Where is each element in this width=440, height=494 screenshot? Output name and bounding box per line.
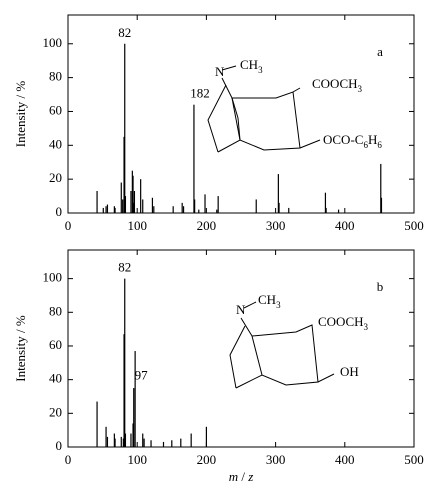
y-tick-label: 0 (56, 204, 63, 219)
structure-label: COOCH3 (312, 76, 363, 94)
structure-label: N (215, 64, 225, 79)
x-tick-label: 100 (127, 218, 147, 233)
x-tick-label: 500 (404, 218, 424, 233)
x-tick-label: 0 (65, 452, 72, 467)
panel-label: b (377, 279, 384, 294)
x-tick-label: 500 (404, 452, 424, 467)
y-tick-label: 60 (49, 102, 62, 117)
structure-label: OH (340, 364, 359, 379)
structure-label: COOCH3 (318, 314, 369, 332)
y-tick-label: 100 (43, 270, 63, 285)
peak-label: 182 (190, 86, 210, 101)
y-tick-label: 40 (49, 136, 62, 151)
x-tick-label: 300 (266, 452, 286, 467)
y-axis-label: Intensity / % (13, 81, 28, 148)
x-tick-label: 0 (65, 218, 72, 233)
plot-frame (67, 249, 415, 448)
peak-label: 97 (135, 367, 149, 382)
structure-b (229, 301, 335, 389)
structure-a (207, 65, 321, 153)
x-axis-label: m / z (229, 469, 254, 484)
y-tick-label: 20 (49, 170, 62, 185)
y-tick-label: 0 (56, 438, 63, 453)
x-tick-label: 400 (335, 218, 355, 233)
structure-label: CH3 (240, 57, 263, 75)
y-tick-label: 80 (49, 69, 62, 84)
x-tick-label: 300 (266, 218, 286, 233)
x-tick-label: 200 (197, 452, 217, 467)
plot-frame (67, 14, 415, 214)
peak-label: 82 (118, 25, 131, 40)
y-tick-label: 100 (43, 35, 63, 50)
x-tick-label: 200 (197, 218, 217, 233)
y-tick-label: 40 (49, 371, 62, 386)
x-tick-label: 100 (127, 452, 147, 467)
x-tick-label: 400 (335, 452, 355, 467)
structure-label: N (236, 302, 246, 317)
peak-label: 82 (118, 260, 131, 275)
y-tick-label: 80 (49, 303, 62, 318)
panel-label: a (377, 44, 383, 59)
y-axis-label: Intensity / % (13, 315, 28, 382)
y-tick-label: 20 (49, 404, 62, 419)
y-tick-label: 60 (49, 337, 62, 352)
structure-label: CH3 (258, 292, 281, 310)
structure-label: OCO-C6H6 (323, 132, 382, 150)
